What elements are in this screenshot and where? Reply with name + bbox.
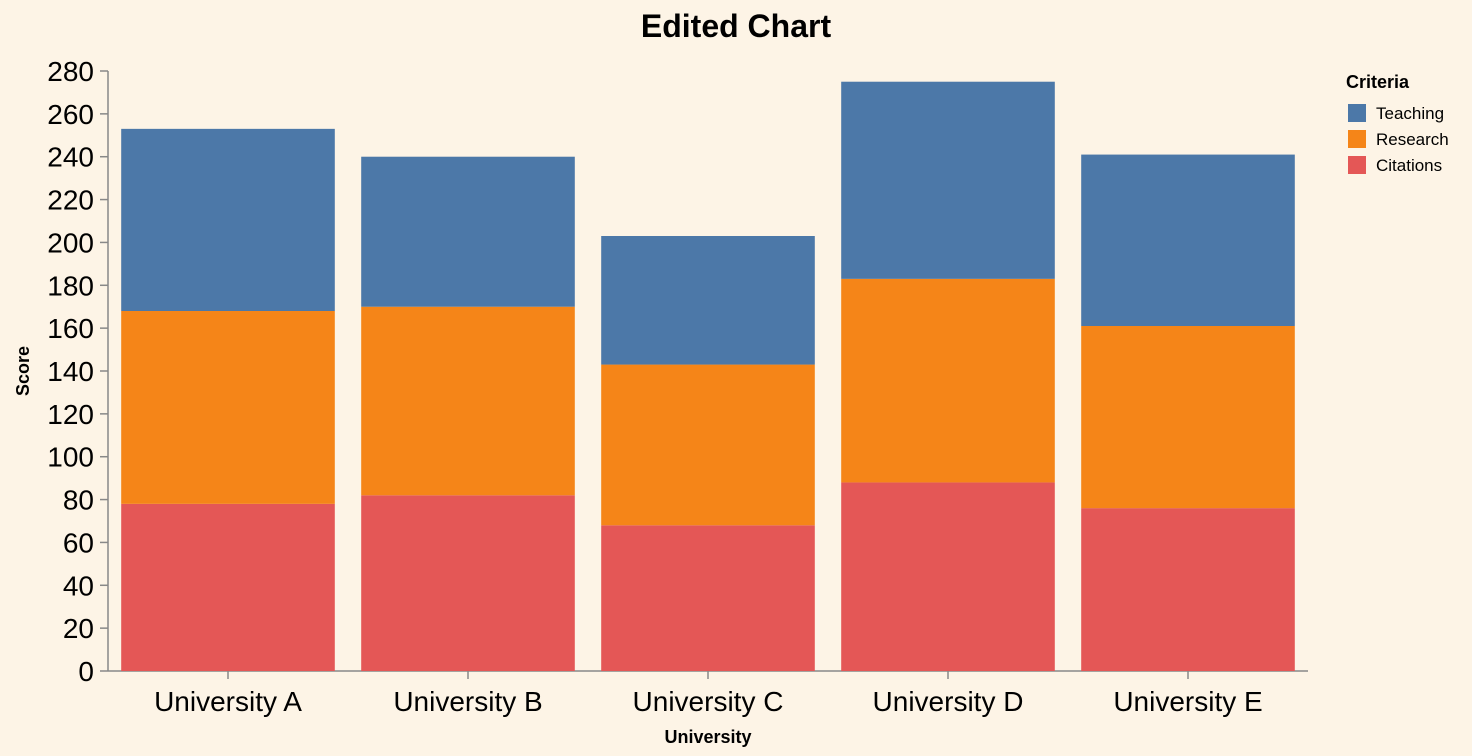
legend-swatch-research [1348, 130, 1366, 148]
bar-segment-research [601, 364, 815, 526]
y-tick-label: 20 [63, 613, 94, 644]
y-tick-label: 200 [47, 227, 94, 258]
y-axis-title: Score [13, 346, 33, 396]
y-tick-label: 220 [47, 185, 94, 216]
y-tick-label: 280 [47, 56, 94, 87]
bar-segment-teaching [1081, 154, 1295, 326]
y-tick-label: 40 [63, 570, 94, 601]
bar-segment-research [361, 306, 575, 496]
legend: Criteria Teaching Research Citations [1346, 72, 1449, 175]
y-tick-label: 80 [63, 485, 94, 516]
bar-segment-teaching [841, 81, 1055, 279]
y-axis: 0 20 40 60 80 100 120 140 160 180 200 220 240 260 280 [47, 56, 109, 687]
legend-label-citations: Citations [1376, 156, 1442, 175]
y-tick-label: 100 [47, 442, 94, 473]
bars-group [121, 81, 1295, 671]
x-tick-label: University A [154, 686, 302, 717]
y-tick-label: 180 [47, 270, 94, 301]
y-tick-label: 120 [47, 399, 94, 430]
chart-title: Edited Chart [641, 8, 832, 44]
x-tick-label: University E [1113, 686, 1262, 717]
x-tick-label: University D [873, 686, 1024, 717]
legend-swatch-citations [1348, 156, 1366, 174]
bar-segment-citations [121, 503, 335, 671]
y-tick-label: 60 [63, 527, 94, 558]
bar-segment-citations [601, 525, 815, 671]
bar-segment-citations [361, 495, 575, 671]
bar-segment-research [1081, 326, 1295, 509]
bar-segment-teaching [601, 236, 815, 365]
x-tick-label: University B [393, 686, 542, 717]
bar-segment-research [841, 278, 1055, 483]
bar-segment-teaching [361, 156, 575, 307]
legend-label-research: Research [1376, 130, 1449, 149]
legend-label-teaching: Teaching [1376, 104, 1444, 123]
bar-segment-research [121, 311, 335, 504]
y-tick-label: 240 [47, 142, 94, 173]
bar-segment-teaching [121, 128, 335, 311]
x-axis: University A University B University C Univ… [108, 670, 1308, 717]
y-tick-label: 160 [47, 313, 94, 344]
y-tick-label: 0 [78, 656, 94, 687]
bar-segment-citations [841, 482, 1055, 671]
x-tick-label: University C [633, 686, 784, 717]
y-tick-label: 260 [47, 99, 94, 130]
bar-segment-citations [1081, 508, 1295, 671]
x-axis-title: University [664, 727, 751, 747]
legend-title: Criteria [1346, 72, 1410, 92]
y-tick-label: 140 [47, 356, 94, 387]
legend-swatch-teaching [1348, 104, 1366, 122]
